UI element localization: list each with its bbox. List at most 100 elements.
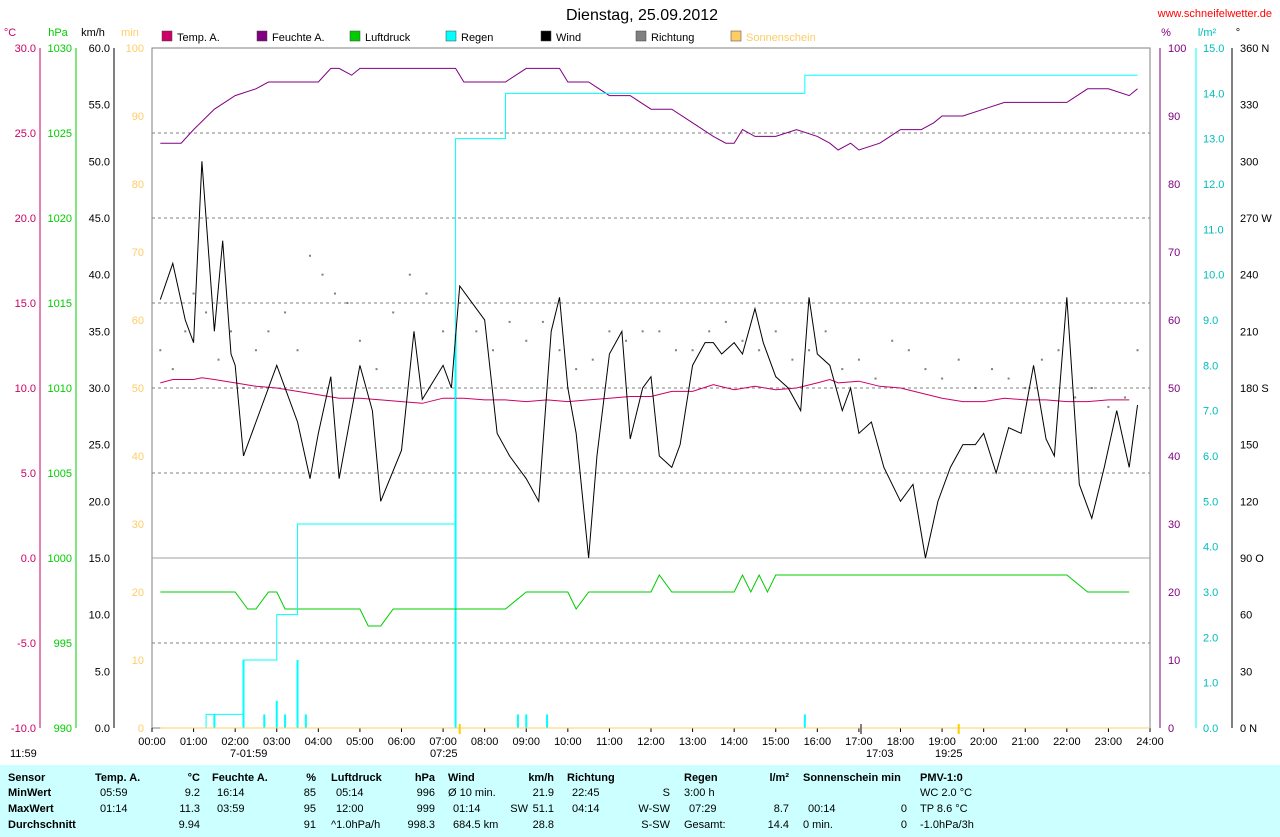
- pmv-dewpoint: TP 8.6 °C: [920, 803, 968, 815]
- tick-label-humid: 0: [1168, 723, 1174, 735]
- tick-label-rain: 12.0: [1203, 179, 1224, 191]
- direction-point: [392, 311, 395, 314]
- axes: 30.025.020.015.010.05.00.0-5.0-10.010301…: [11, 43, 1272, 748]
- row-label-max: MaxWert: [8, 803, 54, 815]
- direction-point: [242, 387, 245, 389]
- legend-swatch: [445, 30, 457, 42]
- tick-label-wind: 25.0: [89, 440, 110, 452]
- legend-label: Regen: [461, 32, 493, 44]
- direction-point: [1124, 396, 1127, 399]
- tick-label-rain: 13.0: [1203, 134, 1224, 146]
- direction-point: [641, 330, 644, 333]
- tick-label-dir: 330: [1240, 100, 1258, 112]
- pressure-unit: hPa: [414, 772, 435, 784]
- time-mark-sunrise: 17:03: [866, 748, 894, 760]
- rain-header: Regen: [684, 772, 718, 784]
- rain-bar: [263, 714, 266, 728]
- x-tick-label: 23:00: [1095, 736, 1123, 748]
- x-tick-label: 20:00: [970, 736, 998, 748]
- unit-dir: °: [1236, 27, 1240, 39]
- x-tick-label: 18:00: [887, 736, 915, 748]
- tick-label-dir: 240: [1240, 270, 1258, 282]
- direction-point: [774, 330, 777, 333]
- time-marks: 11:59 7-01:59 07:25 17:03 19:25: [10, 724, 963, 760]
- direction-point: [159, 349, 162, 352]
- tick-label-sun: 40: [132, 451, 144, 463]
- direction-min-time: 22:45: [572, 787, 600, 799]
- wind-unit: km/h: [528, 772, 554, 784]
- pressure-header: Luftdruck: [331, 772, 382, 784]
- direction-point: [321, 273, 324, 276]
- legend-label: Feuchte A.: [272, 32, 325, 44]
- x-tick-label: 19:00: [928, 736, 956, 748]
- x-tick-label: 17:00: [845, 736, 873, 748]
- rain-bar: [275, 700, 278, 728]
- rain-max: 8.7: [773, 803, 789, 815]
- pmv-header: PMV-1:0: [920, 772, 963, 784]
- direction-point: [625, 339, 628, 342]
- direction-point: [824, 330, 827, 333]
- tick-label-humid: 100: [1168, 43, 1186, 55]
- direction-point: [346, 302, 349, 304]
- unit-pressure: hPa: [48, 27, 68, 39]
- tick-label-humid: 60: [1168, 315, 1180, 327]
- tick-label-sun: 70: [132, 247, 144, 259]
- tick-label-humid: 10: [1168, 655, 1180, 667]
- tick-label-sun: 10: [132, 655, 144, 667]
- tick-label-temp: 25.0: [15, 128, 36, 140]
- direction-point: [791, 358, 794, 361]
- direction-point: [541, 320, 544, 323]
- pressure-avg: 998.3: [407, 819, 435, 831]
- tick-label-temp: -5.0: [17, 638, 36, 650]
- tick-label-sun: 20: [132, 587, 144, 599]
- direction-point: [192, 292, 195, 295]
- x-tick-label: 05:00: [346, 736, 374, 748]
- tick-label-wind: 0.0: [95, 723, 110, 735]
- x-tick-label: 02:00: [221, 736, 249, 748]
- tick-label-sun: 30: [132, 519, 144, 531]
- temp-header: Temp. A.: [95, 772, 141, 784]
- direction-point: [254, 349, 257, 352]
- time-mark-sunset: 19:25: [935, 748, 963, 760]
- pressure-min: 996: [416, 787, 435, 799]
- tick-label-wind: 15.0: [89, 553, 110, 565]
- tick-label-temp: -10.0: [11, 723, 36, 735]
- x-tick-label: 24:00: [1136, 736, 1164, 748]
- direction-point: [171, 368, 174, 371]
- unit-humid: %: [1161, 27, 1171, 39]
- temp-unit: °C: [187, 772, 200, 784]
- tick-label-dir: 0 N: [1240, 723, 1257, 735]
- pressure-min-time: 05:14: [336, 787, 364, 799]
- sun-total-label: 0 min.: [803, 819, 833, 831]
- unit-rain: l/m²: [1198, 27, 1217, 39]
- tick-label-pressure: 1020: [48, 213, 72, 225]
- direction-point: [1040, 358, 1043, 361]
- unit-temp: °C: [4, 27, 16, 39]
- pressure-max: 999: [416, 803, 435, 815]
- tick-label-pressure: 1025: [48, 128, 72, 140]
- x-tick-label: 00:00: [138, 736, 166, 748]
- rain-bar: [516, 714, 519, 728]
- rain-max-time: 07:29: [689, 803, 717, 815]
- direction-point: [1024, 387, 1027, 389]
- temp-max-time: 01:14: [100, 803, 128, 815]
- x-tick-label: 10:00: [554, 736, 582, 748]
- tick-label-wind: 40.0: [89, 270, 110, 282]
- legend-label: Richtung: [651, 32, 694, 44]
- wind-avg10: 21.9: [532, 787, 554, 799]
- tick-label-humid: 80: [1168, 179, 1180, 191]
- series-line-feuchte-a-: [160, 67, 1138, 151]
- tick-label-dir: 150: [1240, 440, 1258, 452]
- legend-label: Temp. A.: [177, 32, 220, 44]
- direction-point: [874, 377, 877, 380]
- direction-point: [808, 349, 811, 352]
- tick-label-humid: 20: [1168, 587, 1180, 599]
- x-tick-label: 07:00: [429, 736, 457, 748]
- direction-point: [591, 358, 594, 361]
- rain-bar: [296, 660, 299, 728]
- tick-label-temp: 10.0: [15, 383, 36, 395]
- wind-header: Wind: [448, 772, 475, 784]
- direction-point: [708, 330, 711, 333]
- tick-label-rain: 4.0: [1203, 542, 1218, 554]
- legend-swatch: [256, 30, 268, 42]
